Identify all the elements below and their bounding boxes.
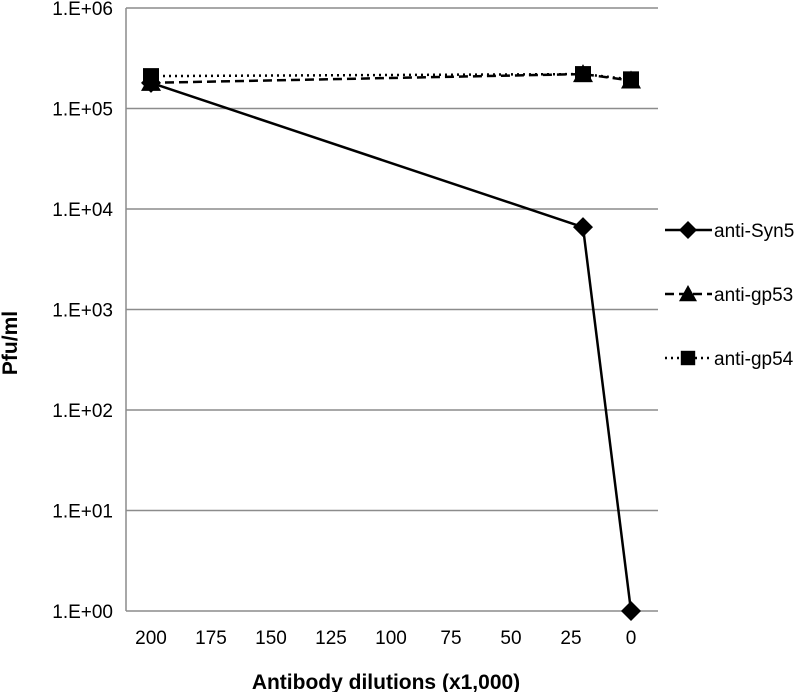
marker-triangle (679, 285, 697, 302)
legend-item: anti-Syn5 (665, 221, 794, 242)
marker-diamond (573, 217, 593, 238)
marker-diamond (679, 221, 697, 239)
series-anti-gp53 (141, 64, 641, 91)
legend-item: anti-gp54 (665, 349, 794, 370)
legend-label: anti-gp53 (714, 285, 793, 306)
x-axis-title: Antibody dilutions (x1,000) (252, 671, 520, 692)
legend: anti-Syn5 anti-gp53 anti-gp54 (665, 221, 794, 370)
y-tick-label: 1.E+04 (52, 200, 113, 221)
marker-diamond (621, 601, 641, 621)
series-group (141, 64, 641, 621)
x-tick-label: 125 (315, 628, 347, 649)
series-line (150, 72, 632, 85)
series-anti-gp54 (143, 66, 639, 88)
y-tick-label: 1.E+06 (52, 0, 113, 20)
legend-item: anti-gp53 (665, 285, 793, 306)
y-axis-ticks: 1.E+00 1.E+01 1.E+02 1.E+03 1.E+04 1.E+05 1.E+… (52, 0, 113, 623)
marker-diamond (141, 72, 161, 93)
x-tick-label: 175 (195, 628, 227, 649)
y-tick-label: 1.E+05 (52, 100, 113, 121)
x-axis-ticks: 200 175 150 125 100 75 50 25 0 (135, 628, 636, 649)
x-tick-label: 150 (255, 628, 287, 649)
series-anti-Syn5 (141, 72, 641, 621)
y-axis-title: Pfu/ml (0, 311, 22, 375)
x-tick-label: 0 (626, 628, 637, 649)
x-tick-label: 100 (375, 628, 407, 649)
x-tick-label: 50 (500, 628, 521, 649)
legend-label: anti-gp54 (714, 349, 794, 370)
series-line (150, 81, 633, 612)
y-tick-label: 1.E+03 (52, 301, 113, 322)
legend-label: anti-Syn5 (714, 221, 794, 242)
marker-triangle (621, 70, 641, 89)
x-tick-label: 75 (440, 628, 461, 649)
marker-triangle (573, 64, 593, 83)
x-tick-label: 200 (135, 628, 167, 649)
y-tick-label: 1.E+02 (52, 401, 113, 422)
y-tick-label: 1.E+00 (52, 602, 113, 623)
x-tick-label: 25 (560, 628, 581, 649)
y-tick-label: 1.E+01 (52, 502, 113, 523)
marker-square (680, 350, 696, 366)
grid (125, 7, 658, 612)
